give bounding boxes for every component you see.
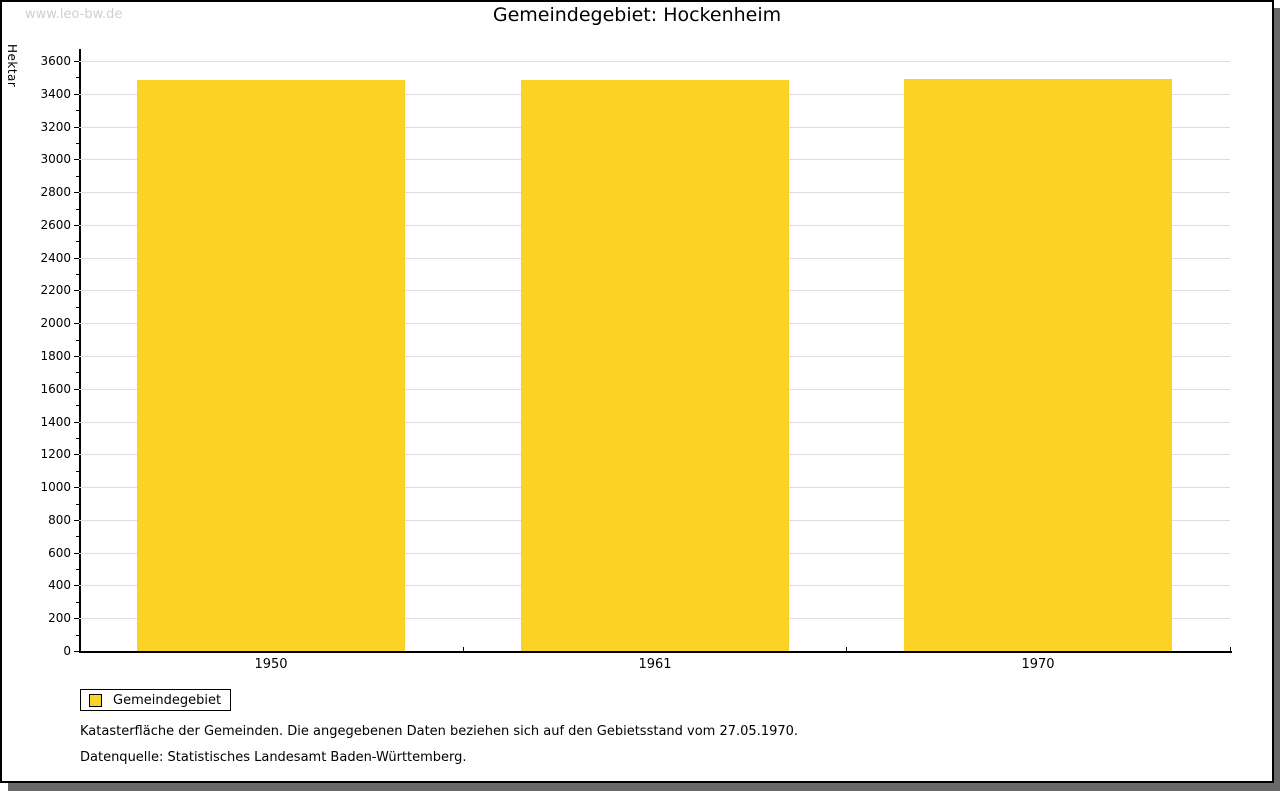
y-tick-label: 3200 [40,120,71,134]
y-tick-major [74,192,79,193]
y-tick-major [74,520,79,521]
y-tick-major [74,454,79,455]
y-tick-label: 1000 [40,480,71,494]
bar [904,79,1172,651]
y-tick-minor [76,405,79,406]
y-tick-major [74,487,79,488]
y-tick-major [74,258,79,259]
x-boundary-tick [846,647,847,651]
y-axis-title: Hektar [5,44,19,88]
y-tick-minor [76,340,79,341]
y-tick-major [74,61,79,62]
y-tick-minor [76,602,79,603]
y-tick-minor [76,77,79,78]
legend-swatch-icon [89,693,102,707]
legend: Gemeindegebiet [80,689,231,711]
x-axis-line [79,651,1232,653]
y-tick-major [74,651,79,652]
y-tick-minor [76,569,79,570]
y-tick-label: 2400 [40,251,71,265]
y-tick-major [74,356,79,357]
y-tick-minor [76,307,79,308]
y-tick-label: 3600 [40,54,71,68]
x-axis-label: 1961 [638,657,672,672]
y-tick-minor [76,274,79,275]
bar [137,80,405,651]
watermark: www.leo-bw.de [25,7,123,22]
y-tick-major [74,225,79,226]
x-axis-label: 1950 [254,657,288,672]
y-tick-label: 2600 [40,218,71,232]
plot-area: 0 200 400 600 800 1000 1200 1400 1600 1800 2000 220… [2,2,1272,781]
y-tick-label: 3400 [40,87,71,101]
y-tick-label: 1400 [40,415,71,429]
y-tick-label: 800 [48,513,71,527]
y-tick-minor [76,176,79,177]
y-tick-minor [76,471,79,472]
y-tick-major [74,585,79,586]
x-axis-label: 1970 [1021,657,1055,672]
x-boundary-tick [463,647,464,651]
y-tick-minor [76,143,79,144]
y-tick-minor [76,241,79,242]
y-tick-minor [76,209,79,210]
y-tick-minor [76,635,79,636]
y-tick-major [74,323,79,324]
y-axis-line [79,49,81,651]
footnote-data-source: Datenquelle: Statistisches Landesamt Bad… [80,750,467,765]
y-tick-label: 600 [48,546,71,560]
y-tick-label: 1800 [40,349,71,363]
x-boundary-tick [1230,647,1231,651]
y-tick-label: 0 [63,644,71,658]
legend-label: Gemeindegebiet [113,692,222,708]
y-tick-major [74,159,79,160]
y-tick-label: 3000 [40,152,71,166]
bar [521,80,789,651]
y-tick-label: 2200 [40,283,71,297]
y-tick-minor [76,536,79,537]
y-tick-major [74,553,79,554]
y-tick-label: 1600 [40,382,71,396]
y-tick-major [74,389,79,390]
y-gridline [79,61,1230,62]
chart-title: Gemeindegebiet: Hockenheim [492,4,782,26]
y-tick-major [74,94,79,95]
y-tick-minor [76,110,79,111]
y-tick-label: 1200 [40,447,71,461]
y-tick-label: 400 [48,578,71,592]
y-tick-minor [76,504,79,505]
y-tick-minor [76,438,79,439]
y-tick-label: 2000 [40,316,71,330]
y-tick-minor [76,372,79,373]
y-tick-major [74,127,79,128]
footnote-source-note: Katasterfläche der Gemeinden. Die angege… [80,724,799,739]
y-tick-major [74,290,79,291]
y-tick-label: 200 [48,611,71,625]
y-tick-label: 2800 [40,185,71,199]
y-tick-major [74,422,79,423]
y-tick-major [74,618,79,619]
